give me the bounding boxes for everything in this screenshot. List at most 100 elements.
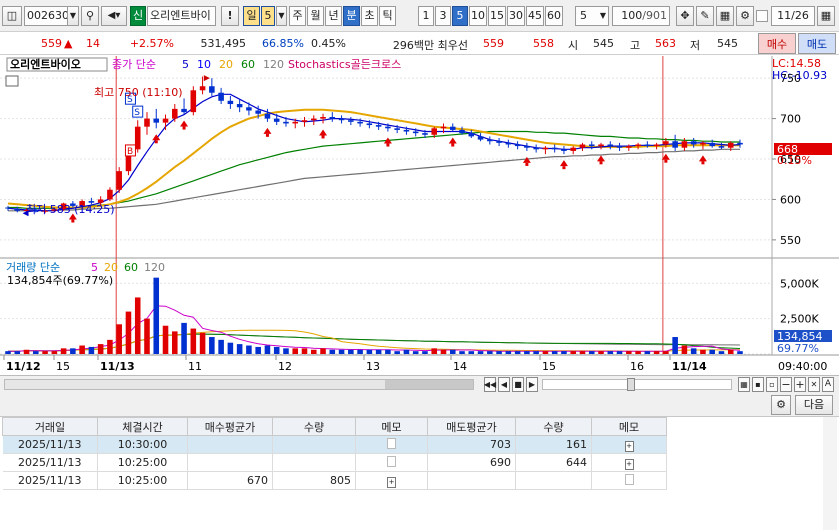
memo-icon[interactable]	[591, 471, 667, 490]
volume-bar	[542, 351, 549, 354]
vertical-scrollbar[interactable]	[823, 417, 837, 530]
column-header[interactable]: 체결시간	[97, 417, 188, 436]
volume-bar	[348, 349, 354, 354]
zoom-out-icon[interactable]: ▪	[752, 377, 764, 392]
reset-icon[interactable]: ✕	[808, 377, 820, 392]
volume-bar	[310, 349, 317, 354]
chevron-down-icon[interactable]: ▼	[276, 6, 287, 26]
column-header[interactable]: 매수평균가	[187, 417, 273, 436]
stock-name-field[interactable]: 오리엔트바이	[147, 6, 216, 26]
stop-icon[interactable]: ■	[512, 377, 524, 392]
period-tab[interactable]: 일	[243, 6, 260, 26]
stock-code-field[interactable]: 002630	[24, 6, 68, 26]
period-tab[interactable]: 월	[307, 6, 324, 26]
date-field[interactable]: 11/26	[771, 6, 815, 26]
volume-bar	[14, 351, 21, 354]
candle-body	[440, 126, 447, 129]
interval-tab[interactable]: 5	[452, 6, 468, 26]
table-row[interactable]: 2025/11/13 10:25:00 690 644 +	[2, 453, 667, 472]
interval-tab[interactable]: 60	[545, 6, 563, 26]
memo-icon[interactable]: +	[355, 471, 428, 490]
scroll-start-icon[interactable]: ◀◀	[484, 377, 496, 392]
sell-label: 매도	[806, 37, 828, 51]
table-body: 2025/11/13 10:30:00 703 161 +2025/11/13 10:25…	[2, 435, 667, 490]
sound-icon[interactable]: ◀▾	[101, 6, 127, 26]
zoom-fit-icon[interactable]: ▫	[766, 377, 778, 392]
column-header[interactable]: 수량	[272, 417, 356, 436]
column-header[interactable]: 매도평균가	[427, 417, 516, 436]
candle-body	[459, 129, 465, 134]
column-header[interactable]: 수량	[515, 417, 592, 436]
buy-button[interactable]: 매수	[758, 33, 796, 54]
draw-tool-icon[interactable]: ✎	[696, 6, 714, 26]
count-field[interactable]: 100/901	[612, 6, 670, 26]
period-tab[interactable]: 년	[325, 6, 342, 26]
memo-icon[interactable]: +	[591, 435, 667, 454]
crosshair-icon[interactable]: ✥	[676, 6, 694, 26]
interval-tab[interactable]: 1	[418, 6, 434, 26]
candle-body	[338, 118, 345, 121]
gear-icon[interactable]: ⚙	[736, 6, 754, 26]
memo-icon[interactable]	[387, 455, 396, 467]
memo-icon[interactable]	[624, 473, 634, 485]
candle-body	[227, 100, 234, 105]
price-chart[interactable]: SS B 750 700 650 600 550 5,000K 2,500K 11/12 15…	[0, 56, 839, 375]
scroll-next-icon[interactable]: ▶	[526, 377, 538, 392]
column-header[interactable]: 메모	[355, 417, 428, 436]
interval-tab[interactable]: 45	[526, 6, 544, 26]
memo-icon[interactable]: +	[387, 476, 396, 488]
table-row[interactable]: 2025/11/13 10:30:00 703 161 +	[2, 435, 667, 454]
panel-toggle-icon[interactable]: ◫	[2, 6, 22, 26]
column-header[interactable]: 거래일	[2, 417, 98, 436]
period-tab[interactable]: 틱	[379, 6, 396, 26]
interval-tab[interactable]: 30	[507, 6, 525, 26]
grid-settings-gear-icon[interactable]: ⚙	[771, 395, 791, 415]
unit-select[interactable]: 5 ▼	[575, 6, 609, 26]
memo-icon[interactable]: +	[624, 458, 634, 470]
next-button[interactable]: 다음	[795, 395, 833, 415]
low-annotation: 최저 583 (14:25)	[26, 203, 115, 216]
signal-arrow	[152, 134, 161, 141]
memo-icon[interactable]	[387, 437, 396, 449]
interval-tab[interactable]: 10	[469, 6, 487, 26]
current-price: 559	[41, 37, 62, 50]
column-header[interactable]: 메모	[591, 417, 667, 436]
memo-icon[interactable]	[355, 435, 428, 454]
time-readout: 09:40:00	[778, 360, 827, 373]
grid-icon[interactable]: ▦	[716, 6, 734, 26]
memo-icon[interactable]: +	[591, 453, 667, 472]
table-row[interactable]: 2025/11/13 10:25:00 670 805 +	[2, 471, 667, 490]
warning-button[interactable]: !	[221, 6, 239, 26]
candle-body	[524, 146, 530, 148]
candle-body	[301, 120, 308, 122]
trade-marker-label: S	[134, 108, 140, 118]
code-dropdown-icon[interactable]: ▼	[67, 6, 79, 26]
period-tab[interactable]: 분	[343, 6, 360, 26]
cell-date: 2025/11/13	[2, 435, 98, 454]
scroll-thumb[interactable]	[385, 380, 473, 389]
period-tab[interactable]: 주	[289, 6, 306, 26]
interval-tab[interactable]: 3	[435, 6, 451, 26]
volume-bar	[718, 351, 725, 354]
horizontal-scrollbar[interactable]	[4, 379, 474, 390]
zoom-slider-handle[interactable]	[627, 378, 635, 391]
memo-icon[interactable]: +	[624, 440, 634, 452]
plus-icon[interactable]: +	[794, 377, 806, 392]
calendar-icon[interactable]: ▦	[817, 6, 835, 26]
scroll-prev-icon[interactable]: ◀	[498, 377, 510, 392]
date-checkbox[interactable]	[756, 10, 768, 22]
volume-bar	[579, 351, 586, 354]
interval-tab[interactable]: 15	[488, 6, 506, 26]
period-tab[interactable]: 5	[261, 6, 275, 26]
zoom-slider[interactable]	[542, 378, 732, 391]
auto-scale-icon[interactable]: A	[822, 377, 834, 392]
period-tab[interactable]: 초	[361, 6, 378, 26]
signal-arrow-stem	[599, 161, 603, 165]
search-icon[interactable]: ⚲	[81, 6, 99, 26]
sell-button[interactable]: 매도	[798, 33, 836, 54]
memo-icon[interactable]	[355, 453, 428, 472]
overlay-icon[interactable]: ▦	[738, 377, 750, 392]
volume-bar	[366, 349, 373, 354]
minus-icon[interactable]: −	[780, 377, 792, 392]
chart-table-icon[interactable]	[5, 75, 19, 87]
